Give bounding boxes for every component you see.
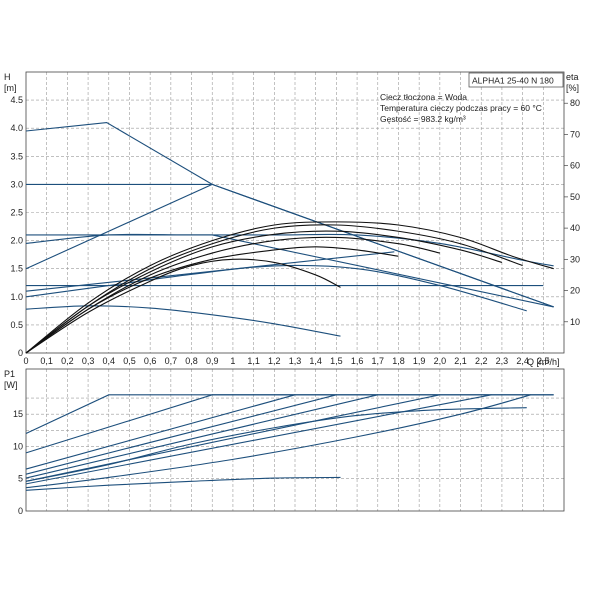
power-tick-label: 10: [13, 441, 23, 451]
head-tick-label: 4.0: [10, 123, 23, 133]
eta-tick-label: 40: [570, 223, 580, 233]
power-curve: [25, 394, 532, 489]
flow-axis-title: Q [m³/h]: [527, 357, 560, 367]
x-tick-label: 2,4: [516, 356, 529, 366]
x-tick-label: 1,6: [351, 356, 364, 366]
eta-tick-label: 20: [570, 286, 580, 296]
power-axis-unit: [W]: [4, 380, 18, 390]
power-tick-label: 15: [13, 409, 23, 419]
head-tick-label: 2.5: [10, 208, 23, 218]
x-tick-label: 0,1: [40, 356, 53, 366]
pump-model-box: [468, 72, 564, 88]
head-tick-label: 3.0: [10, 179, 23, 189]
x-tick-label: 1,5: [330, 356, 343, 366]
x-tick-label: 1,3: [289, 356, 302, 366]
eta-tick-label: 70: [570, 129, 580, 139]
info-liquid: Ciecz tłoczona = Woda: [380, 92, 467, 102]
eta-tick-label: 80: [570, 98, 580, 108]
efficiency-curve: [25, 221, 554, 354]
power-curve: [25, 394, 296, 470]
pump-model-label: ALPHA1 25-40 N 180: [472, 76, 554, 86]
x-tick-label: 1,8: [392, 356, 405, 366]
head-curve: [25, 183, 213, 270]
head-curve: [25, 233, 554, 267]
head-tick-label: 0.5: [10, 320, 23, 330]
x-tick-label: 0,5: [123, 356, 136, 366]
power-curve: [25, 407, 527, 482]
x-tick-label: 2,5: [537, 356, 550, 366]
head-plot-frame: [25, 71, 565, 354]
x-tick-label: 0,8: [185, 356, 198, 366]
power-curve: [25, 394, 440, 482]
head-curve: [25, 264, 527, 312]
info-temperature: Temperatura cieczy podczas pracy = 60 °C: [380, 103, 542, 113]
power-tick-label: 0: [18, 506, 23, 516]
x-tick-label: 1,2: [268, 356, 281, 366]
eta-axis-unit: [%]: [566, 83, 579, 93]
power-curve: [25, 394, 337, 475]
power-tick-label: 5: [18, 474, 23, 484]
x-tick-label: 0,9: [206, 356, 219, 366]
x-tick-label: 0: [23, 356, 28, 366]
x-tick-label: 1,1: [247, 356, 260, 366]
power-curve: [25, 476, 341, 491]
head-axis-unit: [m]: [4, 83, 17, 93]
power-curve: [25, 394, 378, 479]
power-axis-title: P1: [4, 369, 15, 379]
power-plot-frame: [25, 368, 565, 512]
head-tick-label: 1.0: [10, 292, 23, 302]
x-tick-label: 0,6: [144, 356, 157, 366]
efficiency-curve: [25, 258, 341, 354]
x-tick-label: 0,3: [82, 356, 95, 366]
power-curve: [25, 394, 554, 454]
x-tick-label: 2,3: [496, 356, 509, 366]
efficiency-curve: [25, 246, 399, 354]
info-density: Gęstość = 983.2 kg/m³: [380, 114, 466, 124]
eta-tick-label: 60: [570, 161, 580, 171]
head-axis-title: H: [4, 72, 11, 82]
x-tick-label: 1,4: [309, 356, 322, 366]
head-tick-label: 4.5: [10, 95, 23, 105]
efficiency-curve: [25, 230, 503, 354]
eta-tick-label: 10: [570, 317, 580, 327]
eta-tick-label: 50: [570, 192, 580, 202]
x-tick-label: 0,7: [165, 356, 178, 366]
x-tick-label: 1,9: [413, 356, 426, 366]
x-tick-label: 0,4: [103, 356, 116, 366]
head-tick-label: 0: [18, 348, 23, 358]
x-tick-label: 2,1: [454, 356, 467, 366]
head-curve: [25, 122, 554, 308]
head-tick-label: 2.0: [10, 236, 23, 246]
power-curve: [25, 394, 492, 485]
head-tick-label: 1.5: [10, 264, 23, 274]
x-tick-label: 1,7: [372, 356, 385, 366]
head-tick-label: 3.5: [10, 151, 23, 161]
eta-tick-label: 30: [570, 254, 580, 264]
eta-axis-title: eta: [566, 72, 579, 82]
x-tick-label: 0,2: [61, 356, 74, 366]
x-tick-label: 1: [230, 356, 235, 366]
x-tick-label: 2,0: [434, 356, 447, 366]
head-curve: [26, 183, 554, 308]
x-tick-label: 2,2: [475, 356, 488, 366]
